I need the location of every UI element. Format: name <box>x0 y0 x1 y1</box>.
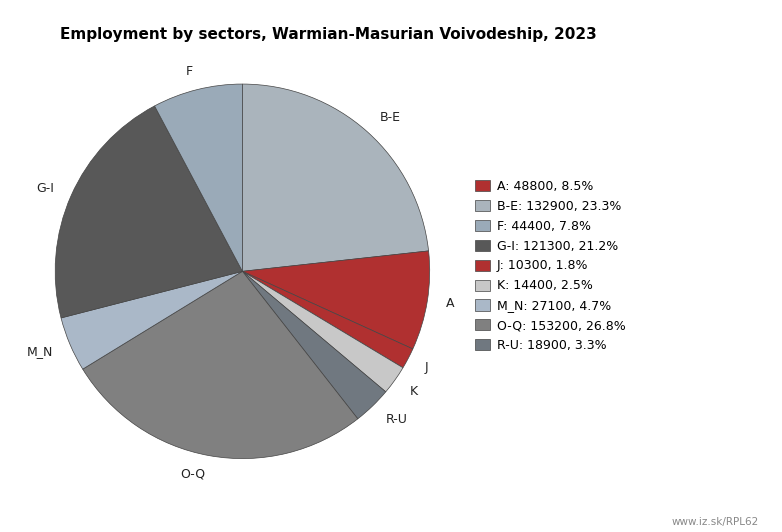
Text: G-I: G-I <box>36 182 54 195</box>
Text: www.iz.sk/RPL62: www.iz.sk/RPL62 <box>671 517 759 527</box>
Wedge shape <box>242 271 386 419</box>
Text: Employment by sectors, Warmian-Masurian Voivodeship, 2023: Employment by sectors, Warmian-Masurian … <box>60 27 597 41</box>
Text: B-E: B-E <box>380 111 401 124</box>
Wedge shape <box>56 106 242 318</box>
Wedge shape <box>242 251 429 349</box>
Wedge shape <box>242 84 429 271</box>
Text: O-Q: O-Q <box>181 468 206 480</box>
Text: R-U: R-U <box>386 413 407 426</box>
Text: F: F <box>185 65 192 78</box>
Text: A: A <box>446 297 454 311</box>
Text: J: J <box>425 361 429 373</box>
Wedge shape <box>242 271 403 392</box>
Wedge shape <box>83 271 358 459</box>
Wedge shape <box>155 84 242 271</box>
Text: K: K <box>410 385 418 397</box>
Wedge shape <box>61 271 242 369</box>
Legend: A: 48800, 8.5%, B-E: 132900, 23.3%, F: 44400, 7.8%, G-I: 121300, 21.2%, J: 10300: A: 48800, 8.5%, B-E: 132900, 23.3%, F: 4… <box>475 180 626 352</box>
Wedge shape <box>242 271 413 368</box>
Text: M_N: M_N <box>27 345 52 358</box>
